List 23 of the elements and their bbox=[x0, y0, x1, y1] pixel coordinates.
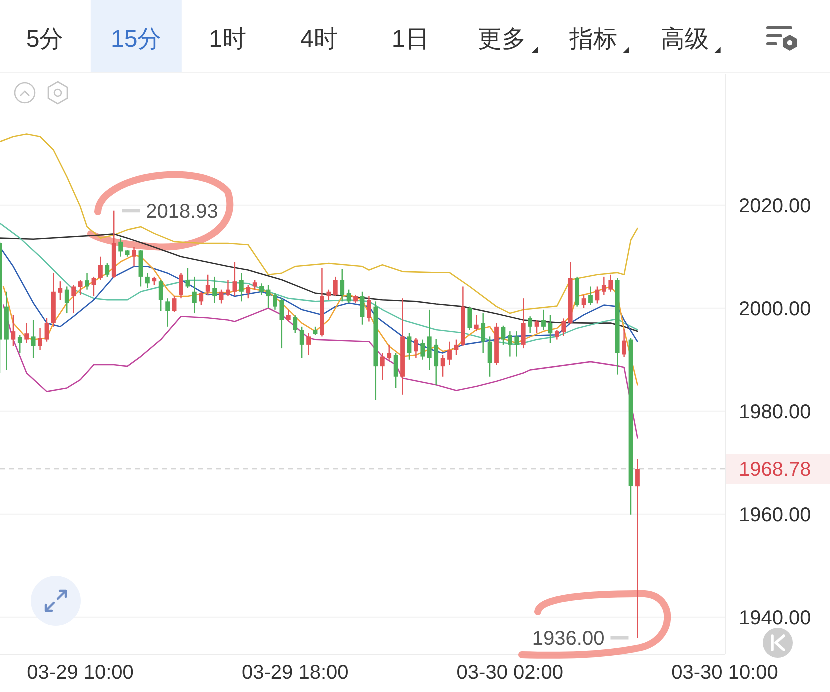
tab-label: 指标 bbox=[569, 26, 618, 53]
annotation: 2018.93 bbox=[122, 200, 218, 223]
ref-line-label: 1968.78 bbox=[739, 459, 812, 482]
y-tick-label: 1940.00 bbox=[739, 607, 812, 630]
y-tick-label: 2000.00 bbox=[739, 298, 812, 320]
x-tick-label: 03-30 10:00 bbox=[672, 662, 778, 684]
x-tick-label: 03-30 02:00 bbox=[456, 662, 564, 684]
tab-label: 5分 bbox=[26, 26, 64, 53]
y-tick-label: 1960.00 bbox=[739, 504, 812, 526]
tab-label: 4时 bbox=[300, 26, 338, 53]
tab-label: 15分 bbox=[111, 26, 162, 53]
x-tick-label: 03-29 18:00 bbox=[242, 662, 349, 684]
y-tick-label: 2020.00 bbox=[739, 195, 812, 218]
x-tick-label: 03-29 10:00 bbox=[27, 662, 134, 684]
annotation: 1936.00 bbox=[532, 628, 629, 650]
tab-label: 更多 bbox=[478, 26, 526, 53]
tab-label: 1日 bbox=[392, 26, 430, 53]
y-tick-label: 1980.00 bbox=[739, 401, 812, 424]
tab-label: 1时 bbox=[209, 26, 246, 53]
ref-line-label: 1968.78 bbox=[726, 454, 830, 484]
annotation: 2018.93 bbox=[146, 200, 218, 223]
tab-label: 高级 bbox=[660, 26, 709, 53]
annotation: 1936.00 bbox=[532, 628, 605, 650]
